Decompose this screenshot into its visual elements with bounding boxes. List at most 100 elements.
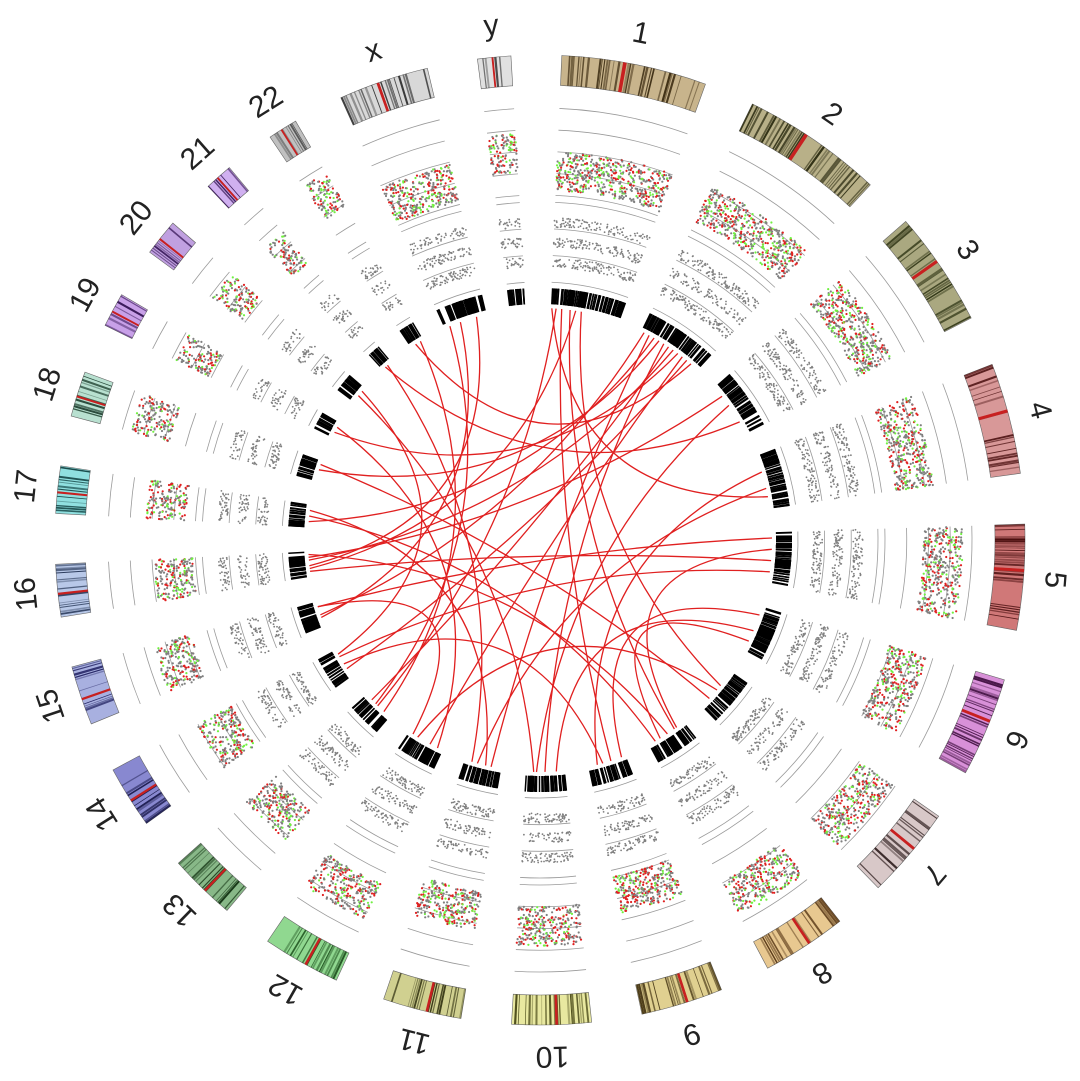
ideogram-chr-14 (112, 755, 172, 824)
chromosome-label-2: 2 (816, 96, 848, 133)
cn-points-chr-18 (131, 395, 180, 443)
af-points-chr-5 (809, 528, 864, 600)
link-8-17 (309, 515, 656, 742)
ideogram-chr-5 (986, 523, 1026, 631)
af-points-chr-13 (299, 723, 362, 786)
cn-points-chr-4 (875, 395, 934, 491)
af-gridline (520, 875, 577, 879)
af-points-chr-11 (436, 798, 496, 859)
af-gridline (264, 441, 274, 468)
chromosome-label-3: 3 (949, 234, 986, 266)
af-gridline (347, 711, 374, 738)
link-1-13 (377, 308, 557, 707)
chromosome-label-14: 14 (79, 791, 125, 837)
cn-gridline (865, 255, 925, 343)
cn-gridline (558, 129, 681, 155)
af-gridline (284, 395, 295, 415)
link-7-18 (320, 463, 710, 699)
af-gridline (379, 775, 421, 799)
cn-gridline (335, 222, 356, 236)
cn-gridline (171, 332, 187, 359)
af-gridline (287, 764, 323, 799)
af-points-chr-20 (281, 328, 332, 375)
ideogram-chr-12 (267, 916, 350, 981)
cn-gridline (371, 140, 445, 167)
link-7-12 (417, 645, 718, 738)
link-2-12 (429, 356, 683, 745)
cn-points-chr-5 (916, 526, 964, 620)
cn-points-chr-3 (810, 281, 891, 377)
cn-points-chr-y (488, 133, 519, 176)
cn-gridline (881, 407, 904, 490)
cn-gridline (151, 559, 157, 602)
af-points-chr-17 (218, 490, 270, 526)
link-15-x (320, 321, 470, 618)
cn-points-chr-x (381, 163, 459, 221)
af-gridline (439, 834, 490, 848)
chromosome-label-17: 17 (8, 468, 44, 505)
chromosome-label-20: 20 (113, 194, 160, 241)
af-gridline (401, 210, 462, 233)
cn-gridline (942, 383, 969, 481)
cn-points-chr-21 (269, 231, 307, 275)
ideogram-chr-9 (635, 961, 722, 1015)
sv-ticks-chr-12 (397, 734, 442, 769)
af-gridline (664, 283, 735, 332)
cn-points-chr-17 (145, 479, 190, 522)
af-gridline (553, 228, 647, 248)
af-gridline (812, 629, 839, 690)
cn-gridline (711, 827, 767, 865)
af-gridline (789, 621, 813, 677)
cn-gridline (210, 354, 224, 378)
link-14-20 (337, 390, 423, 655)
cn-gridline (159, 744, 190, 793)
cn-points-chr-14 (197, 705, 254, 769)
cn-points-chr-1 (555, 152, 673, 213)
sv-ticks-chr-21 (368, 346, 389, 367)
af-gridline (238, 432, 249, 461)
chromosome-label-12: 12 (263, 967, 308, 1012)
af-gridline (228, 555, 234, 590)
ideogram-chr-21 (207, 167, 249, 209)
link-6-8 (634, 622, 750, 739)
ideogram-chr-7 (856, 798, 940, 889)
af-gridline (845, 529, 852, 599)
cn-gridline (922, 391, 947, 484)
cn-gridline (918, 664, 955, 748)
ideogram-chr-13 (177, 842, 247, 911)
cn-points-chr-10 (515, 903, 583, 947)
af-gridline (281, 500, 286, 526)
cn-gridline (206, 420, 217, 452)
cn-gridline (517, 925, 582, 929)
af-points-chr-1 (552, 217, 651, 282)
cn-gridline (282, 769, 318, 804)
chromosome-label-21: 21 (174, 130, 221, 177)
cn-gridline (486, 130, 516, 134)
cn-gridline (964, 525, 973, 621)
cn-gridline (840, 785, 896, 851)
link-8-16 (308, 553, 668, 735)
cn-gridline (899, 527, 908, 609)
sv-ticks-chr-4 (759, 448, 790, 509)
af-gridline (521, 849, 574, 852)
link-3-10 (535, 404, 730, 773)
translocation-links (308, 308, 773, 773)
cn-gridline (261, 314, 280, 336)
cn-gridline (244, 300, 263, 323)
cn-gridline (780, 736, 824, 788)
ideogram-chr-15 (71, 658, 120, 725)
sv-ticks-chr-19 (314, 412, 337, 436)
cn-gridline (795, 748, 842, 804)
af-points-chr-10 (521, 812, 574, 864)
cn-gridline (333, 843, 387, 874)
link-2-13 (371, 346, 670, 701)
cn-gridline (345, 825, 396, 854)
af-gridline (836, 637, 865, 703)
ideogram-chr-6 (938, 670, 1005, 774)
cn-gridline (701, 810, 754, 845)
cn-gridline (489, 151, 517, 156)
chromosome-label-13: 13 (156, 887, 203, 934)
link-5-14 (339, 569, 770, 658)
cn-points-chr-15 (156, 635, 204, 692)
sv-ticks-chr-17 (288, 501, 307, 528)
